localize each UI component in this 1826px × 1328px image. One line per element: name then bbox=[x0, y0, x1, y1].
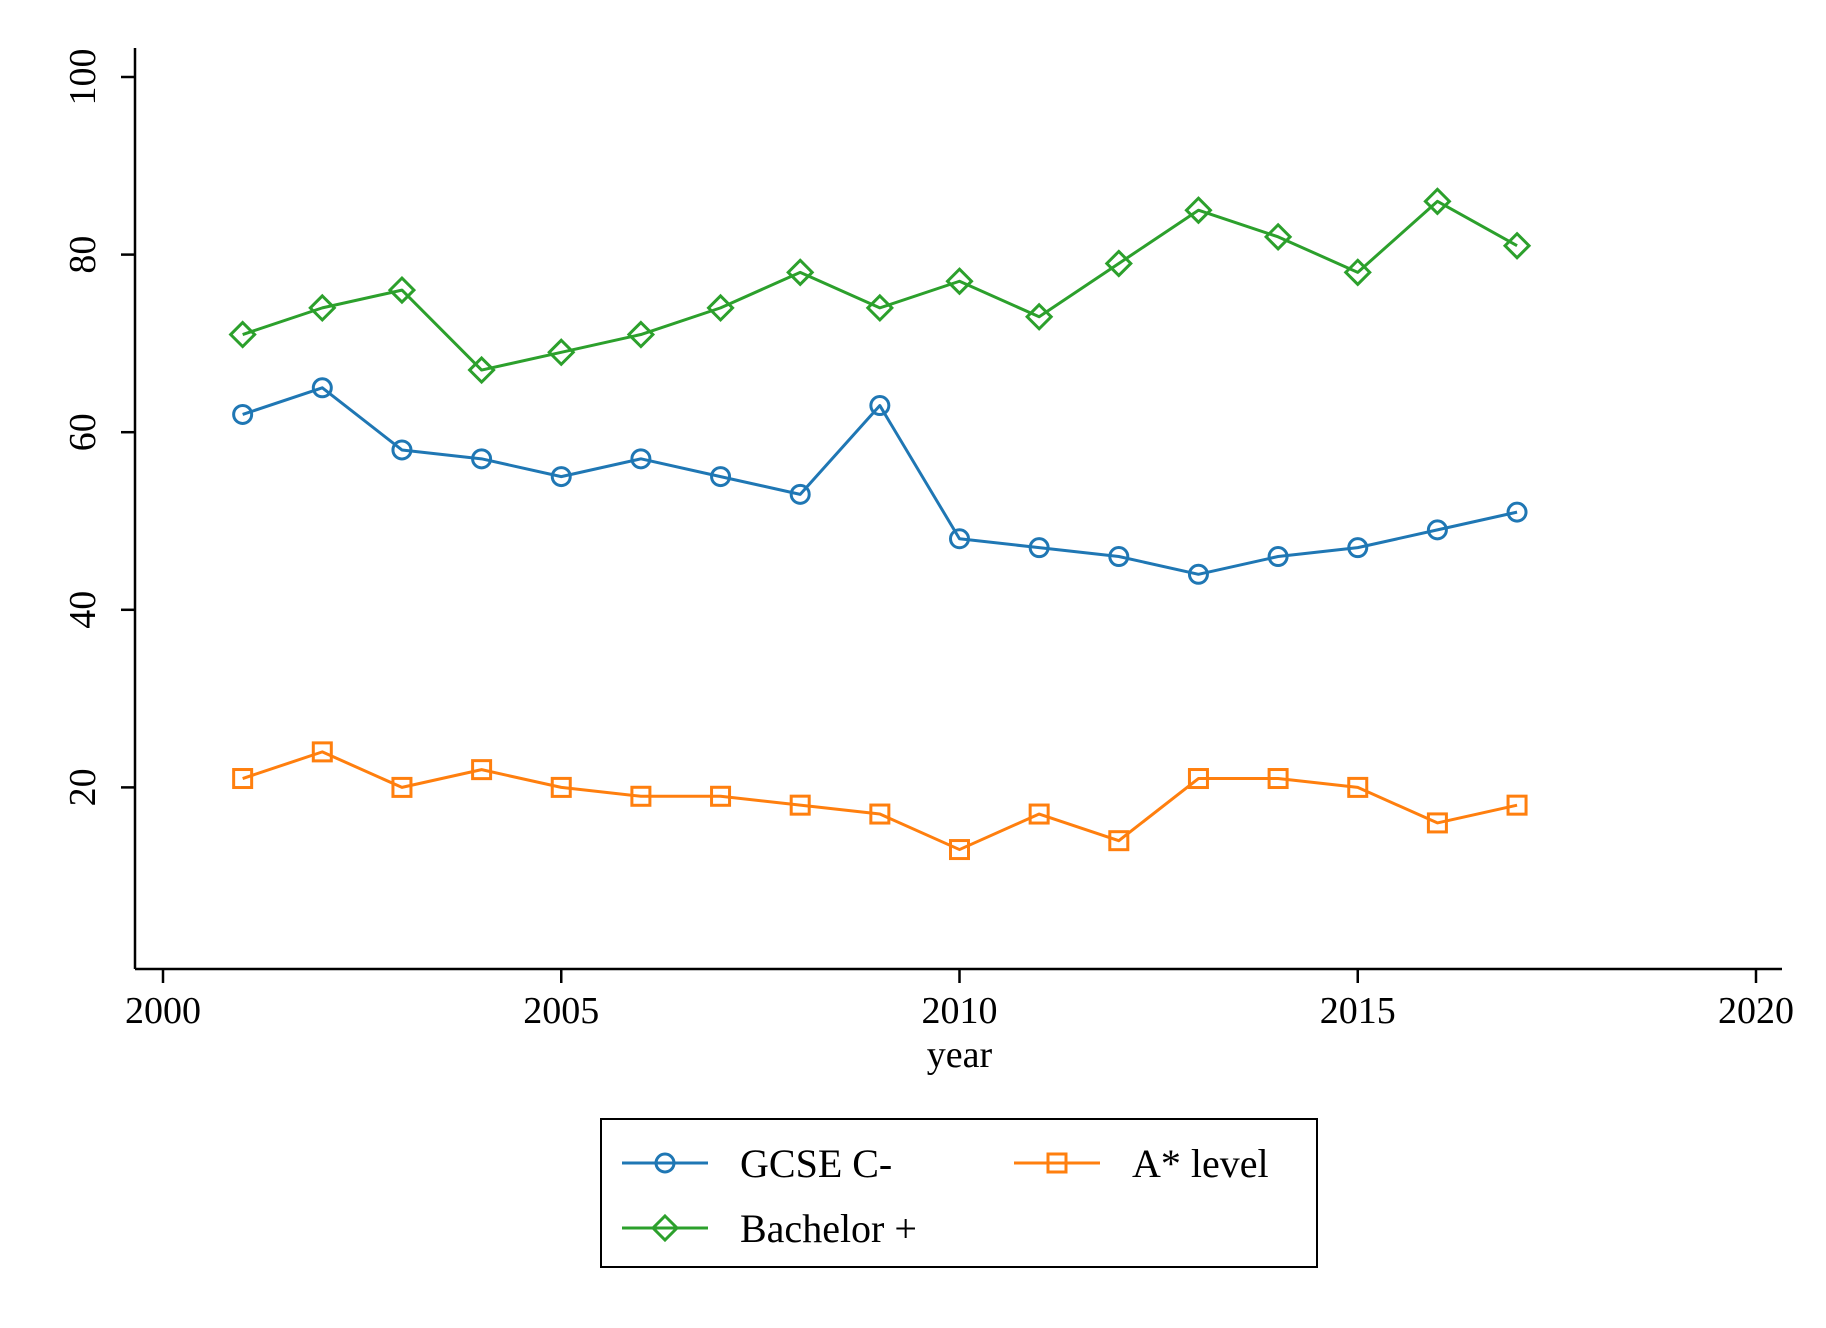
data-point bbox=[710, 785, 732, 807]
data-point bbox=[1187, 768, 1209, 790]
data-point bbox=[789, 794, 811, 816]
data-point bbox=[1028, 803, 1050, 825]
data-point bbox=[1426, 519, 1448, 541]
data-point bbox=[387, 275, 417, 305]
x-tick-label: 2015 bbox=[1320, 990, 1396, 1032]
y-tick-label: 80 bbox=[62, 236, 104, 274]
series-line bbox=[242, 750, 1518, 852]
legend-swatch-marker bbox=[1046, 1152, 1068, 1174]
x-axis-ticks: 2000 2005 2010 2015 2020 bbox=[125, 969, 1794, 1032]
data-point bbox=[1267, 546, 1289, 568]
data-point bbox=[630, 785, 652, 807]
data-point bbox=[228, 320, 257, 349]
legend: GCSE C- A* level Bachelor + bbox=[600, 1118, 1318, 1268]
data-point bbox=[1502, 231, 1532, 260]
data-point bbox=[1343, 258, 1372, 287]
x-tick-label: 2020 bbox=[1718, 990, 1794, 1032]
data-point bbox=[706, 293, 735, 323]
data-point bbox=[471, 448, 493, 470]
data-point bbox=[1184, 196, 1213, 225]
data-point bbox=[311, 377, 333, 399]
data-point bbox=[308, 293, 337, 323]
legend-label: A* level bbox=[1132, 1141, 1269, 1186]
data-point bbox=[547, 338, 576, 367]
data-point bbox=[232, 768, 254, 790]
data-point bbox=[550, 776, 572, 798]
data-point bbox=[1028, 537, 1050, 559]
data-point bbox=[1347, 537, 1369, 559]
x-tick-label: 2000 bbox=[125, 990, 201, 1032]
data-point bbox=[1108, 546, 1130, 568]
data-point bbox=[1267, 768, 1289, 790]
x-tick-label: 2005 bbox=[523, 990, 599, 1032]
legend-box bbox=[600, 1118, 1318, 1268]
data-point bbox=[1104, 249, 1133, 278]
data-point bbox=[869, 803, 891, 825]
data-point bbox=[550, 466, 572, 488]
series-1 bbox=[232, 741, 1528, 861]
data-point bbox=[865, 293, 894, 323]
x-axis-title: year bbox=[927, 1034, 993, 1076]
legend-item: GCSE C- bbox=[622, 1141, 892, 1186]
data-point bbox=[710, 466, 732, 488]
legend-label: Bachelor + bbox=[740, 1206, 917, 1251]
data-point bbox=[949, 528, 970, 550]
data-point bbox=[630, 448, 652, 470]
legend-item: A* level bbox=[1014, 1141, 1269, 1186]
data-point bbox=[311, 741, 333, 763]
data-point bbox=[626, 320, 656, 349]
data-point bbox=[232, 403, 254, 425]
series-layer bbox=[228, 187, 1532, 861]
data-point bbox=[1187, 563, 1209, 585]
data-point bbox=[1025, 302, 1054, 331]
series-0 bbox=[232, 377, 1528, 585]
data-point bbox=[1347, 776, 1369, 798]
y-tick-label: 60 bbox=[62, 413, 104, 451]
data-point bbox=[945, 267, 974, 296]
data-point bbox=[789, 483, 811, 505]
data-point bbox=[1506, 501, 1528, 523]
axes: 20 40 60 80 100 2000 2005 2010 2015 2020 year bbox=[62, 48, 1794, 1076]
data-point bbox=[471, 759, 493, 781]
data-point bbox=[869, 395, 891, 417]
legend-swatch-marker bbox=[654, 1152, 676, 1174]
data-point bbox=[786, 258, 815, 287]
series-line bbox=[242, 199, 1518, 372]
y-axis-ticks: 20 40 60 80 100 bbox=[62, 49, 135, 806]
x-tick-label: 2010 bbox=[922, 990, 998, 1032]
data-point bbox=[1506, 794, 1528, 816]
series-2 bbox=[228, 187, 1532, 385]
data-point bbox=[391, 439, 413, 461]
legend-swatch-marker bbox=[650, 1213, 680, 1243]
data-point bbox=[391, 776, 413, 798]
y-tick-label: 100 bbox=[62, 49, 104, 106]
series-line bbox=[242, 386, 1518, 576]
data-point bbox=[1108, 830, 1130, 852]
data-point bbox=[1426, 812, 1448, 834]
data-point bbox=[467, 355, 496, 385]
legend-label: GCSE C- bbox=[740, 1141, 892, 1186]
data-point bbox=[1423, 187, 1452, 216]
data-point bbox=[1263, 222, 1293, 251]
legend-item: Bachelor + bbox=[622, 1206, 917, 1251]
y-tick-label: 20 bbox=[62, 768, 104, 806]
data-point bbox=[949, 839, 970, 861]
y-tick-label: 40 bbox=[62, 591, 104, 629]
